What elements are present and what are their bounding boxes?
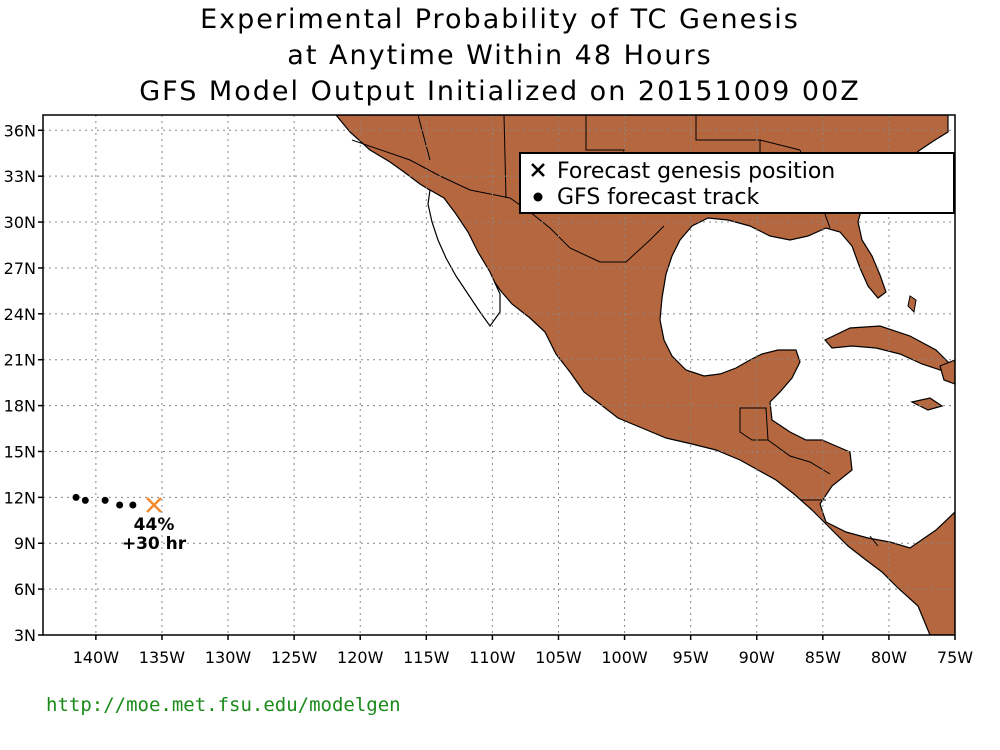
lat-tick-label: 33N (4, 167, 36, 186)
land-hispaniola (939, 359, 955, 385)
track-point (72, 493, 80, 501)
forecast-track (72, 493, 137, 509)
lat-tick-label: 15N (4, 442, 36, 461)
gridlines (43, 115, 955, 635)
lat-tick-label: 24N (4, 305, 36, 324)
lat-tick-label: 30N (4, 213, 36, 232)
lon-tick-label: 120W (337, 648, 384, 667)
gulf-of-california (427, 189, 501, 328)
lat-tick-label: 3N (14, 626, 36, 645)
legend-x-icon (531, 163, 545, 177)
title-line-2: at Anytime Within 48 Hours (287, 40, 713, 71)
lon-tick-label: 130W (205, 648, 252, 667)
legend-track-label: GFS forecast track (557, 185, 759, 210)
lon-tick-label: 75W (937, 648, 973, 667)
lon-tick-label: 95W (673, 648, 709, 667)
land-north-america (335, 115, 955, 635)
genesis-x-mark (146, 497, 162, 513)
lon-tick-label: 90W (739, 648, 775, 667)
track-point (81, 496, 89, 504)
lon-tick-label: 85W (805, 648, 841, 667)
plot-frame (42, 114, 956, 636)
legend-dot-icon (533, 192, 543, 202)
lon-tick-label: 110W (469, 648, 516, 667)
lon-tick-label: 80W (871, 648, 907, 667)
latitude-labels: 36N 33N 30N 27N 24N 21N 18N 15N 12N 9N 6N 3N (4, 121, 43, 645)
genesis-time-label: +30 hr (122, 534, 187, 554)
genesis-probability-label: 44% (134, 515, 175, 535)
track-point (129, 501, 137, 509)
lat-tick-label: 6N (14, 580, 36, 599)
land-bahamas (907, 295, 917, 314)
lon-tick-label: 140W (73, 648, 120, 667)
lon-tick-label: 125W (271, 648, 318, 667)
lon-tick-label: 105W (535, 648, 582, 667)
title-line-3: GFS Model Output Initialized on 20151009… (139, 76, 861, 107)
track-point (116, 501, 124, 509)
title-line-1: Experimental Probability of TC Genesis (200, 4, 800, 35)
lon-tick-label: 115W (403, 648, 450, 667)
lat-tick-label: 12N (4, 488, 36, 507)
legend: Forecast genesis position GFS forecast t… (519, 152, 955, 214)
lat-tick-label: 27N (4, 259, 36, 278)
lon-tick-label: 135W (139, 648, 186, 667)
legend-box (519, 152, 955, 214)
lat-tick-label: 18N (4, 397, 36, 416)
lat-tick-label: 21N (4, 351, 36, 370)
legend-genesis-label: Forecast genesis position (557, 159, 835, 184)
lon-tick-label: 100W (601, 648, 648, 667)
land-jamaica (910, 397, 944, 411)
longitude-labels: 140W 135W 130W 125W 120W 115W 110W 105W 100W 95W 9… (73, 635, 973, 667)
genesis-marker (146, 497, 162, 513)
source-url[interactable]: http://moe.met.fsu.edu/modelgen (46, 694, 401, 716)
lat-tick-label: 9N (14, 534, 36, 553)
track-point (101, 496, 109, 504)
lat-tick-label: 36N (4, 121, 36, 140)
